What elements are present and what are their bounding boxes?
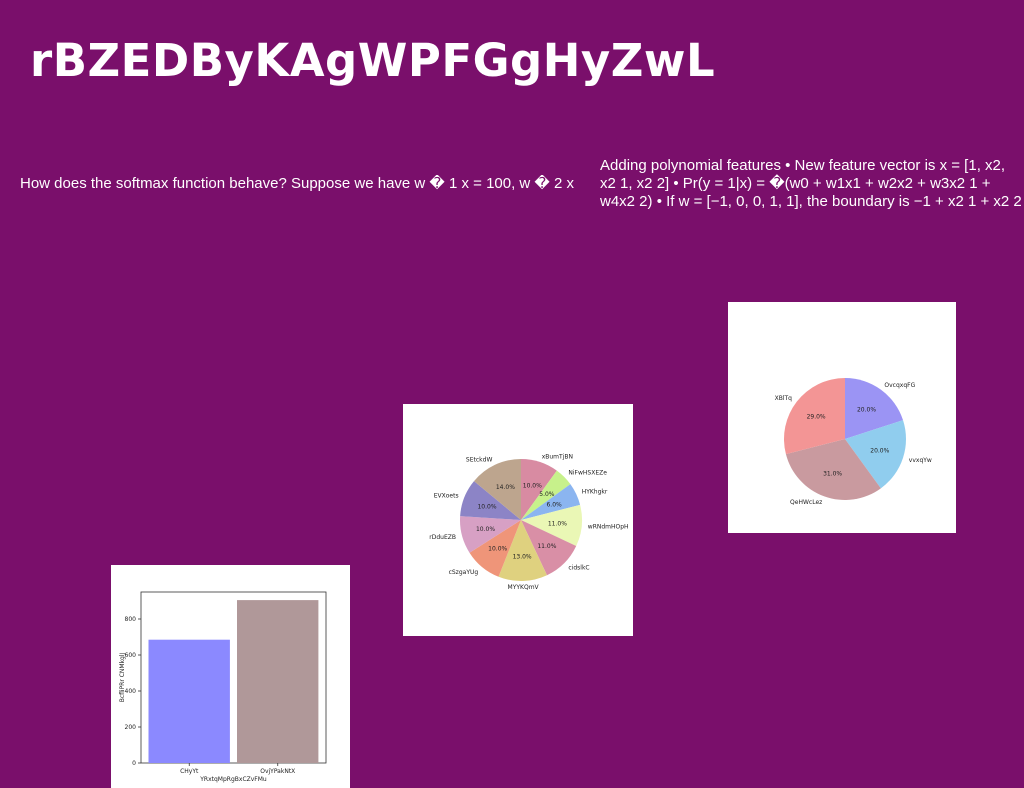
pie-percent-label: 10.0% <box>476 526 495 533</box>
y-axis-label: BcfliPRr CNMkglJ <box>119 652 126 702</box>
pie-slice <box>521 520 577 576</box>
pie-slice <box>521 459 557 520</box>
x-tick-label: OvjYPakNtX <box>260 768 295 775</box>
y-tick-label: 200 <box>125 724 137 731</box>
pie-category-label: rDduEZB <box>429 534 456 541</box>
pie-percent-label: 20.0% <box>857 407 876 414</box>
pie-category-label: cSzgaYUg <box>449 569 479 576</box>
pie-category-label: EVXoets <box>434 492 459 499</box>
pie-percent-label: 6.0% <box>546 502 562 509</box>
pie-category-label: QeHWcLez <box>790 499 822 506</box>
pie-percent-label: 10.0% <box>523 482 542 489</box>
pie-slice <box>521 504 582 546</box>
pie-category-label: cidslkC <box>568 565 589 572</box>
pie-percent-label: 13.0% <box>513 554 532 561</box>
pie-category-label: XBlTq <box>775 395 793 402</box>
y-tick-label: 600 <box>125 652 137 659</box>
pie-percent-label: 14.0% <box>496 484 515 491</box>
pie-slice <box>845 420 906 489</box>
pie-percent-label: 11.0% <box>537 543 556 550</box>
pie-category-label: SEtckdW <box>466 456 493 463</box>
pie-chart-2: 20.0% OvcqxqFG 20.0% vvxqYw 31.0% QeHWcLez 29.… <box>775 378 932 506</box>
pie-percent-label: 11.0% <box>548 521 567 528</box>
pie-category-label: wRNdmHOpH <box>588 523 629 530</box>
pie-chart-2-card: 20.0% OvcqxqFG 20.0% vvxqYw 31.0% QeHWcLez 29.… <box>728 302 956 533</box>
pie-percent-label: 10.0% <box>477 504 496 511</box>
pie-percent-label: 5.0% <box>539 491 555 498</box>
pie-slice <box>521 484 581 520</box>
pie-slice <box>784 378 845 455</box>
pie-percent-label: 31.0% <box>823 471 842 478</box>
softmax-question-text: How does the softmax function behave? Su… <box>20 175 574 192</box>
page-title: rBZEDByKAgWPFGgHyZwL <box>30 34 716 87</box>
bar <box>148 639 230 763</box>
bar <box>237 600 319 763</box>
pie-percent-label: 20.0% <box>870 447 889 454</box>
pie-slice <box>460 481 521 520</box>
pie-slice <box>845 378 904 439</box>
y-tick-label: 0 <box>132 760 136 767</box>
pie-category-label: MYYKQmV <box>508 584 540 591</box>
pie-category-label: xBumTjBN <box>542 453 573 460</box>
pie-category-label: NiFwHSXEZe <box>568 470 607 477</box>
pie-chart-1: 10.0% xBumTjBN 5.0% NiFwHSXEZe 6.0% HYKhgkr 11… <box>429 453 629 591</box>
bar-chart-card: CHyYt OvjYPakNtX 0 200 400 600 800 YRxtqMpRgBxC… <box>111 565 350 788</box>
pie-category-label: OvcqxqFG <box>884 382 915 389</box>
pie-percent-label: 29.0% <box>807 414 826 421</box>
pie-slice <box>474 459 521 520</box>
pie-category-label: HYKhgkr <box>582 489 608 496</box>
x-axis-label: YRxtqMpRgBxCZvFMu <box>199 776 267 783</box>
y-tick-label: 400 <box>125 688 137 695</box>
y-tick-label: 800 <box>125 616 137 623</box>
pie-slice <box>498 520 547 582</box>
pie-slice <box>521 470 571 520</box>
polynomial-features-text: Adding polynomial features • New feature… <box>600 157 1022 213</box>
x-tick-label: CHyYt <box>180 768 199 775</box>
pie-slice <box>785 439 881 500</box>
plot-frame <box>140 591 327 764</box>
pie-percent-label: 10.0% <box>488 545 507 552</box>
pie-category-label: vvxqYw <box>909 457 932 464</box>
bar-chart: CHyYt OvjYPakNtX 0 200 400 600 800 YRxtqMpRgBxC… <box>119 591 327 783</box>
pie-slice <box>459 516 521 553</box>
pie-chart-1-card: 10.0% xBumTjBN 5.0% NiFwHSXEZe 6.0% HYKhgkr 11… <box>403 404 633 636</box>
pie-slice <box>469 520 521 577</box>
